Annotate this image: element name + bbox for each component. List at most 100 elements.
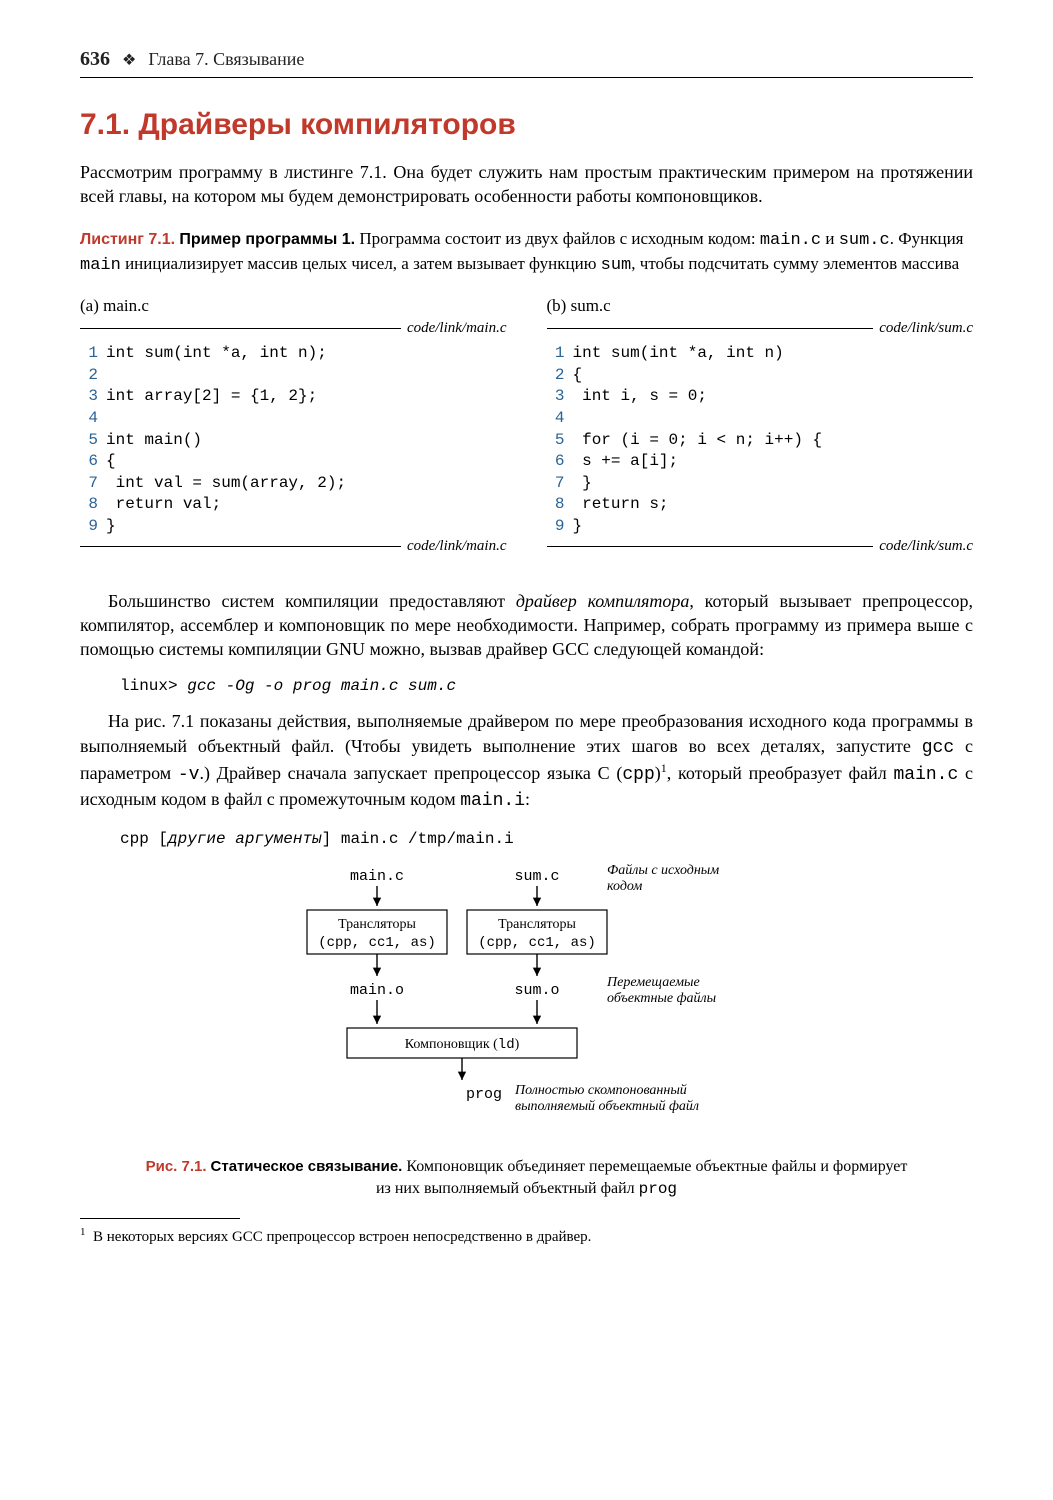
header-diamond-icon: ❖ [122,50,136,70]
line-number: 5 [547,430,565,452]
page: 636 ❖ Глава 7. Связывание 7.1. Драйверы … [0,0,1053,1500]
listing-b-path: code/link/sum.c [879,320,973,337]
code-inline: prog [639,1180,677,1198]
listings-row: (a) main.c code/link/main.c 1int sum(int… [80,296,973,560]
code-line: return val; [106,495,221,513]
line-number: 9 [547,516,565,538]
code-line: return s; [573,495,669,513]
prompt: linux> [120,677,187,695]
code-line: int array[2] = {1, 2}; [106,387,317,405]
listing-a-path-top: code/link/main.c [80,320,507,337]
rule [547,328,874,329]
figure-label: Рис. 7.1. [146,1158,207,1175]
diagram-translators-sub-2: (cpp, cc1, as) [478,935,596,951]
diagram-sum-o: sum.o [514,982,559,999]
rule [80,546,401,547]
para-cpp: На рис. 7.1 показаны действия, выполняем… [80,709,973,813]
line-number: 9 [80,516,98,538]
section-heading: 7.1. Драйверы компиляторов [80,108,973,142]
chapter-title: Глава 7. Связывание [148,49,304,70]
code-line: { [106,452,116,470]
italic-term: драйвер компилятора [516,591,690,611]
listing-caption: Листинг 7.1. Пример программы 1. Програм… [80,227,973,279]
line-number: 2 [80,365,98,387]
diagram-obj-label-1: Перемещаемые [606,975,700,990]
code-inline: main [80,256,121,275]
figure-title: Статическое связывание. [211,1158,403,1175]
footnote: 1 В некоторых версиях GCC препроцессор в… [80,1225,973,1248]
code-line: int sum(int *a, int n); [106,344,327,362]
footnote-number: 1 [80,1226,86,1238]
line-number: 3 [547,386,565,408]
code-line: } [573,474,592,492]
line-number: 5 [80,430,98,452]
diagram-translators-1: Трансляторы [338,917,416,932]
code-inline: sum.c [839,231,890,250]
footnote-rule [80,1218,240,1219]
listing-text: , чтобы подсчитать сумму элементов масси… [631,254,959,273]
code-line: for (i = 0; i < n; i++) { [573,431,823,449]
diagram-prog: prog [465,1086,501,1103]
listing-b-code: 1 int sum(int *a, int n) 2 {3 int i, s = 0;… [547,343,974,537]
listing-b-path-bottom: code/link/sum.c [547,538,974,555]
line-number: 6 [547,451,565,473]
page-header: 636 ❖ Глава 7. Связывание [80,48,973,78]
intro-paragraph: Рассмотрим программу в листинге 7.1. Она… [80,160,973,209]
diagram-translators-sub-1: (cpp, cc1, as) [318,935,436,951]
diagram-src-label-1: Файлы с исходным [607,863,719,878]
line-number: 8 [547,494,565,516]
listing-b: (b) sum.c code/link/sum.c 1 int sum(int *… [547,296,974,560]
text: .) Драйвер сначала запускает препроцессо… [199,763,622,783]
text: , который преобразует файл [667,763,894,783]
diagram-obj-label-2: объектные файлы [607,991,716,1006]
listing-b-label: (b) sum.c [547,296,974,316]
code-inline: main.i [460,791,525,811]
listing-a-path-bottom: code/link/main.c [80,538,507,555]
rule [547,546,874,547]
code-inline: sum [601,256,632,275]
code-line: } [106,517,116,535]
text: Большинство систем компиляции предоставл… [108,591,516,611]
listing-a-path: code/link/main.c [407,320,507,337]
diagram-main-o: main.o [349,982,403,999]
line-number: 3 [80,386,98,408]
listing-text: . Функция [890,229,964,248]
figure-diagram: main.c sum.c Файлы с исходным кодом Тран… [247,862,807,1142]
code-line: int sum(int *a, int n) [573,344,784,362]
footnote-text: В некоторых версиях GCC препроцессор вст… [93,1229,591,1245]
listing-label: Листинг 7.1. [80,231,175,248]
listing-a-code: 1int sum(int *a, int n);23int array[2] =… [80,343,507,537]
code-inline: main.c [893,765,958,785]
code-inline: gcc [922,738,954,758]
line-number: 2 [547,365,565,387]
cmd-text: ] main.c /tmp/main.i [322,830,514,848]
diagram-translators-2: Трансляторы [498,917,576,932]
code-line: int i, s = 0; [573,387,707,405]
line-number: 4 [547,408,565,430]
code-inline: -v [178,765,200,785]
line-number: 1 [547,343,565,365]
code-line: int main() [106,431,202,449]
para-driver: Большинство систем компиляции предоставл… [80,589,973,662]
code-line: int val = sum(array, 2); [106,474,346,492]
line-number: 8 [80,494,98,516]
code-line: } [573,517,583,535]
listing-text: Программа состоит из двух файлов с исход… [359,229,760,248]
line-number: 7 [547,473,565,495]
code-line: s += a[i]; [573,452,679,470]
diagram-sum-c: sum.c [514,868,559,885]
listing-b-path: code/link/sum.c [879,538,973,555]
listing-a-path: code/link/main.c [407,538,507,555]
code-line: { [573,366,583,384]
text: : [525,789,530,809]
svg-text:Компоновщик (ld): Компоновщик (ld) [404,1037,519,1053]
rule [80,328,401,329]
cmd-text: cpp [ [120,830,168,848]
listing-a: (a) main.c code/link/main.c 1int sum(int… [80,296,507,560]
code-inline: cpp [622,765,654,785]
command-line-1: linux> gcc -Og -o prog main.c sum.c [120,677,973,695]
text: На рис. 7.1 показаны действия, выполняем… [80,711,973,755]
cmd-italic: другие аргументы [168,830,322,848]
listing-text: и [821,229,839,248]
figure-caption: Рис. 7.1. Статическое связывание. Компон… [140,1156,913,1201]
